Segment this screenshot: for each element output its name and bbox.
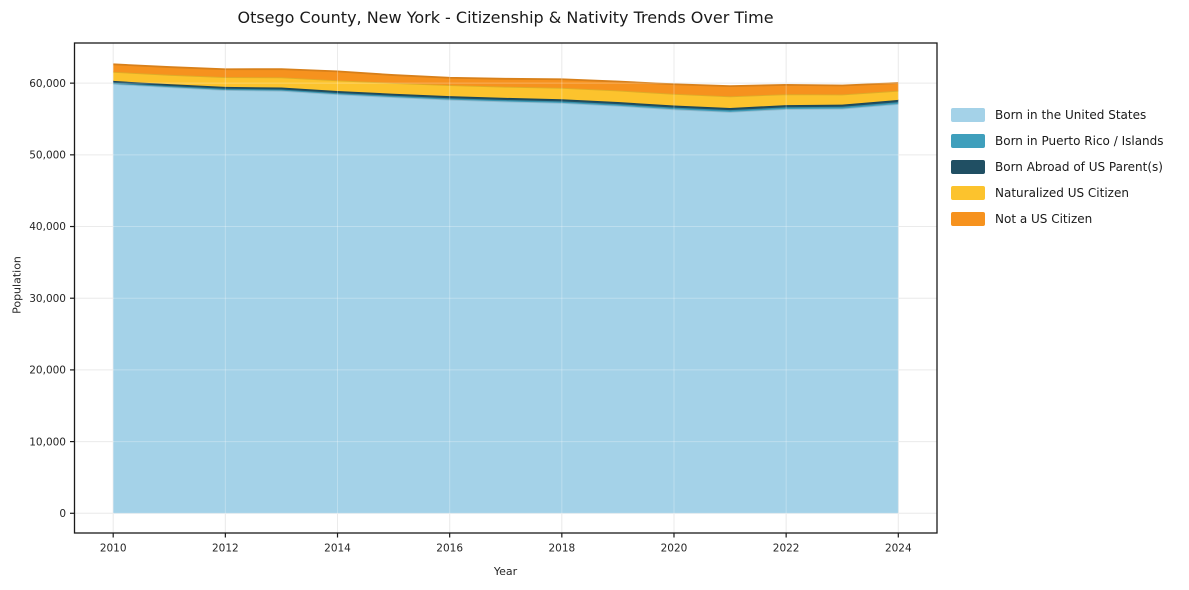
x-tick-label: 2024	[885, 543, 912, 555]
x-tick-label: 2014	[324, 543, 351, 555]
chart-title: Otsego County, New York - Citizenship & …	[237, 8, 774, 27]
x-tick-label: 2022	[773, 543, 800, 555]
y-tick-label: 0	[59, 508, 66, 520]
y-tick-label: 60,000	[29, 78, 66, 90]
legend-item: Born Abroad of US Parent(s)	[951, 154, 1164, 180]
x-tick-label: 2010	[100, 543, 127, 555]
legend-item: Born in Puerto Rico / Islands	[951, 128, 1164, 154]
x-axis-label: Year	[493, 565, 518, 578]
legend-swatch	[951, 212, 985, 226]
x-tick-label: 2020	[661, 543, 688, 555]
y-tick-label: 10,000	[29, 436, 66, 448]
legend-label: Not a US Citizen	[995, 212, 1093, 226]
legend-label: Born in Puerto Rico / Islands	[995, 134, 1164, 148]
legend-swatch	[951, 160, 985, 174]
area-series-4	[113, 64, 899, 97]
legend-item: Not a US Citizen	[951, 206, 1164, 232]
x-tick-label: 2016	[436, 543, 463, 555]
y-axis-label: Population	[10, 256, 24, 314]
x-tick-label: 2018	[548, 543, 575, 555]
legend-label: Born in the United States	[995, 108, 1147, 122]
legend-swatch	[951, 108, 985, 122]
area-series-3	[113, 71, 899, 109]
legend-swatch	[951, 186, 985, 200]
y-tick-label: 20,000	[29, 365, 66, 377]
legend-swatch	[951, 134, 985, 148]
legend-item: Born in the United States	[951, 102, 1164, 128]
area-series-0	[113, 83, 899, 514]
x-tick-label: 2012	[212, 543, 239, 555]
y-tick-label: 30,000	[29, 293, 66, 305]
legend: Born in the United States Born in Puerto …	[951, 102, 1164, 232]
legend-item: Naturalized US Citizen	[951, 180, 1164, 206]
y-tick-label: 50,000	[29, 150, 66, 162]
area-edge-4	[113, 63, 899, 88]
plot-frame	[73, 42, 938, 534]
y-tick-label: 40,000	[29, 221, 66, 233]
legend-label: Born Abroad of US Parent(s)	[995, 160, 1163, 174]
legend-label: Naturalized US Citizen	[995, 186, 1129, 200]
